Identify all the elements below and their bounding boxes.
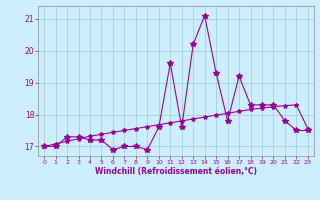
X-axis label: Windchill (Refroidissement éolien,°C): Windchill (Refroidissement éolien,°C) [95, 167, 257, 176]
